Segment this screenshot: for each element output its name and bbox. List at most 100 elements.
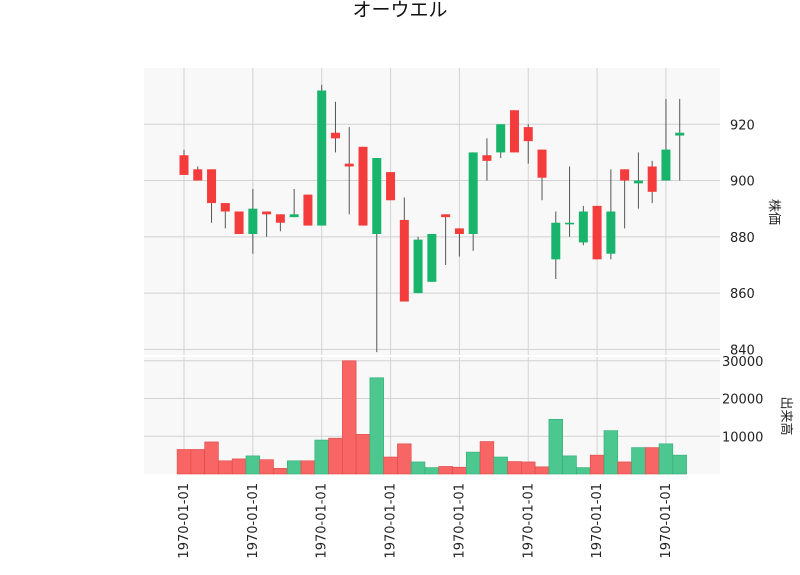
candle-body — [633, 180, 643, 184]
volume-bar — [631, 447, 646, 475]
candle-body — [358, 146, 368, 226]
volume-bar — [534, 466, 550, 475]
candle-body — [661, 149, 671, 181]
x-tick-label: 1970-01-01 — [659, 483, 674, 559]
candle-body — [234, 211, 244, 235]
volume-bar — [328, 437, 343, 475]
volume-bar — [672, 454, 687, 475]
volume-bar — [438, 466, 453, 475]
candle-body — [220, 203, 230, 212]
volume-bar — [465, 451, 481, 475]
volume-y-tick-labels: 10000 20000 30000 — [722, 355, 763, 445]
price-y-tick-label: 900 — [730, 175, 755, 190]
volume-bar — [259, 459, 274, 475]
volume-bar — [617, 461, 632, 475]
volume-bar — [286, 460, 302, 475]
x-tick-labels: 1970-01-01 1970-01-01 1970-01-01 1970-01-01… — [177, 483, 674, 559]
candle-body — [592, 205, 602, 260]
price-panel-background — [144, 68, 720, 355]
volume-bar — [521, 461, 536, 475]
volume-bar — [410, 461, 426, 475]
volume-bar — [383, 456, 398, 475]
x-tick-label: 1970-01-01 — [177, 483, 192, 559]
price-y-axis-label: 株価 — [766, 199, 781, 225]
candle-body — [551, 222, 561, 260]
volume-bar — [658, 443, 674, 475]
candle-body — [427, 234, 437, 282]
price-gridlines — [144, 68, 720, 355]
candle-body — [509, 110, 519, 153]
price-y-tick-label: 840 — [730, 343, 755, 358]
volume-bar — [176, 449, 192, 475]
volume-bar — [355, 434, 371, 475]
volume-bar — [424, 467, 440, 475]
volume-bar — [452, 466, 467, 475]
candle-body — [275, 214, 285, 223]
volume-bar — [562, 455, 577, 475]
candle-body — [647, 166, 657, 192]
volume-panel-background — [144, 357, 720, 474]
candle-body — [289, 214, 299, 218]
candle-body — [620, 169, 630, 181]
candle-body — [482, 155, 492, 161]
volume-bar — [493, 456, 508, 475]
volume-bar — [644, 447, 660, 475]
volume-bar — [314, 439, 329, 475]
candle-body — [441, 214, 451, 218]
x-tick-label: 1970-01-01 — [246, 483, 261, 559]
candle-body — [578, 211, 588, 243]
candle-body — [248, 208, 258, 235]
volume-bar — [548, 418, 563, 475]
price-y-tick-labels: 840 860 880 900 920 — [730, 118, 755, 358]
volume-bar — [479, 441, 495, 475]
candle-body — [675, 132, 685, 136]
candle-body — [386, 172, 396, 201]
candle-body — [372, 158, 382, 235]
candle-body — [330, 132, 340, 139]
volume-bar — [603, 430, 619, 475]
candle-body — [565, 222, 575, 225]
volume-bar — [245, 455, 261, 475]
volume-bar — [589, 454, 605, 475]
volume-bar — [342, 360, 357, 475]
x-tick-label: 1970-01-01 — [452, 483, 467, 559]
volume-bar — [190, 449, 205, 475]
candle-body — [606, 211, 616, 254]
volume-y-tick-label: 20000 — [722, 393, 763, 408]
candle-body — [179, 155, 189, 175]
x-tick-label: 1970-01-01 — [521, 483, 536, 559]
candle-body — [454, 228, 464, 235]
candle-body — [303, 194, 313, 226]
candle-body — [537, 149, 547, 178]
volume-bar — [231, 458, 247, 475]
price-y-tick-label: 920 — [730, 118, 755, 133]
volume-bar — [204, 441, 219, 475]
volume-bar — [397, 443, 412, 475]
candle-body — [262, 211, 272, 215]
candle-body — [468, 152, 478, 235]
candle-body — [207, 169, 217, 204]
candle-body — [193, 169, 203, 181]
volume-y-tick-label: 10000 — [722, 430, 763, 445]
chart-title: オーウエル — [352, 0, 447, 21]
volume-y-tick-label: 30000 — [722, 355, 763, 370]
price-y-tick-label: 880 — [730, 231, 755, 246]
volume-bar — [218, 460, 233, 475]
volume-bar — [300, 460, 316, 475]
volume-y-axis-label: 出来高 — [778, 396, 794, 435]
x-tick-label: 1970-01-01 — [590, 483, 605, 559]
volume-bar — [369, 377, 384, 475]
x-tick-label: 1970-01-01 — [315, 483, 330, 559]
candle-body — [523, 127, 533, 142]
candle-body — [317, 90, 327, 226]
price-y-tick-label: 860 — [730, 287, 755, 302]
volume-gridlines — [144, 357, 720, 474]
candle-body — [496, 124, 506, 153]
volume-bar — [576, 467, 591, 475]
volume-bars — [176, 360, 687, 475]
price-candles — [179, 90, 685, 302]
x-tick-label: 1970-01-01 — [384, 483, 399, 559]
candle-body — [413, 239, 423, 294]
candle-body — [399, 219, 409, 302]
